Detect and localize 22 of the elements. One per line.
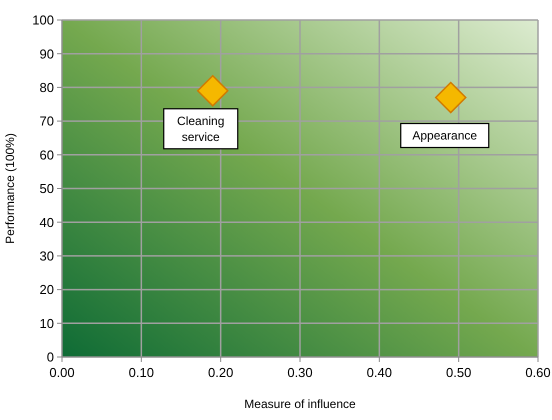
annotation: Cleaning service bbox=[177, 114, 224, 144]
y-tick-label: 20 bbox=[40, 282, 54, 298]
x-tick-label: 0.20 bbox=[208, 365, 234, 380]
y-tick-label: 30 bbox=[40, 248, 54, 264]
x-axis-title: Measure of influence bbox=[244, 397, 356, 411]
x-tick-label: 0.10 bbox=[128, 365, 154, 380]
y-tick-label: 60 bbox=[40, 147, 54, 162]
y-tick-label: 0 bbox=[46, 350, 54, 365]
y-tick-label: 10 bbox=[40, 316, 54, 331]
annotation: Appearance bbox=[412, 128, 478, 143]
x-tick-label: 0.60 bbox=[525, 365, 551, 380]
y-tick-label: 40 bbox=[40, 214, 54, 230]
y-tick-label: 70 bbox=[40, 114, 54, 129]
y-tick-label: 50 bbox=[40, 181, 54, 196]
y-tick-label: 90 bbox=[40, 46, 54, 62]
x-tick-label: 0.30 bbox=[287, 365, 313, 380]
x-tick-label: 0.00 bbox=[49, 365, 75, 380]
y-tick-label: 100 bbox=[32, 12, 54, 28]
y-axis-title: Performance (100%) bbox=[3, 133, 17, 244]
x-tick-label: 0.40 bbox=[366, 365, 392, 380]
y-tick-label: 80 bbox=[40, 80, 54, 95]
x-tick-label: 0.50 bbox=[446, 365, 472, 380]
